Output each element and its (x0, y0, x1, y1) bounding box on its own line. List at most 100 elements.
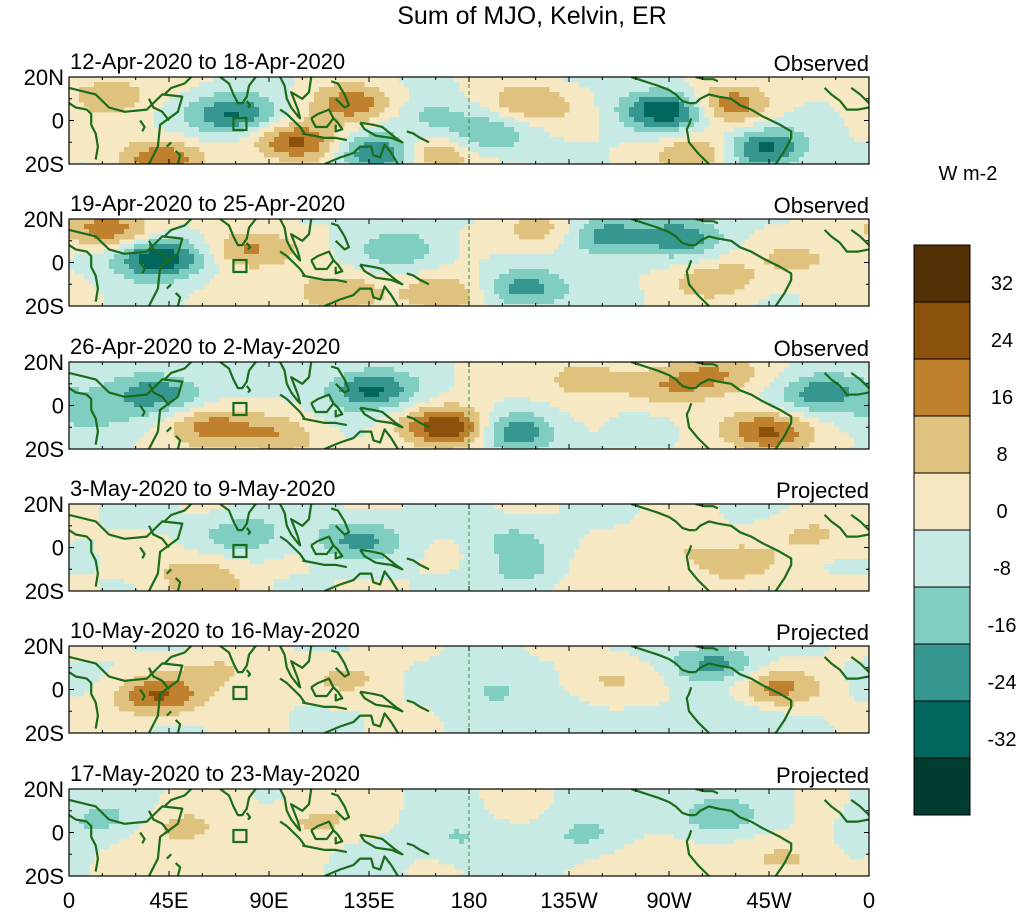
coastline (139, 831, 146, 844)
coastline (148, 240, 170, 264)
coastline (166, 426, 172, 433)
colorbar-swatch (913, 529, 971, 588)
coastlines (69, 789, 869, 876)
coastline (823, 87, 869, 111)
coastline (69, 513, 184, 591)
map-panel: 20N 0 20S 19-Apr-2020 to 25-Apr-2020 Observe… (24, 191, 870, 319)
coastline (823, 229, 869, 253)
coastline (324, 712, 399, 733)
anomaly-field (69, 504, 869, 591)
y-tick-label: 20S (25, 721, 64, 746)
coastline (279, 789, 313, 832)
coastline (174, 719, 182, 733)
y-tick-label: 0 (52, 394, 64, 419)
coastline (330, 222, 351, 251)
coastline (69, 86, 184, 164)
coastline (166, 141, 172, 148)
x-tick-label: 90E (249, 888, 288, 913)
panel-status: Observed (774, 336, 869, 361)
coastline (850, 372, 869, 389)
coastline (630, 646, 696, 674)
coastline (139, 688, 146, 701)
coastline (694, 378, 793, 449)
coastline (69, 228, 184, 306)
y-tick-label: 20N (24, 492, 64, 517)
coastline (685, 259, 710, 306)
coastline (69, 244, 100, 302)
coastline (630, 219, 696, 247)
coastline (630, 789, 696, 817)
coastline (232, 543, 248, 559)
coastline (174, 862, 182, 876)
coastline (302, 844, 348, 854)
coastline (232, 828, 248, 844)
coastline (406, 557, 430, 571)
coastline (332, 402, 344, 418)
colorbar-tick-label: 32 (991, 273, 1013, 295)
coastline (279, 504, 313, 547)
coastline (332, 686, 344, 702)
figure-title: Sum of MJO, Kelvin, ER (397, 2, 667, 30)
coastline (219, 362, 257, 390)
coastline (219, 646, 257, 674)
panel-date-range: 19-Apr-2020 to 25-Apr-2020 (70, 191, 345, 216)
y-tick-label: 0 (52, 678, 64, 703)
coastline (850, 656, 869, 673)
coastline (695, 362, 719, 368)
colorbar: W m-2 32 24 16 8 0 -8 -16 -24 -32 (913, 163, 1016, 816)
map-panel: 20N 0 20S 3-May-2020 to 9-May-2020 Projected (24, 476, 870, 604)
coastline (823, 514, 869, 538)
coastline (69, 655, 184, 733)
coastline (245, 100, 252, 109)
coastline (279, 362, 313, 405)
coastline (324, 428, 399, 449)
colorbar-tick-label: 24 (991, 330, 1013, 352)
panel-status: Observed (774, 51, 869, 76)
coastline (302, 132, 348, 142)
colorbar-swatch (913, 700, 971, 759)
coastline (694, 93, 793, 164)
coastline (166, 710, 172, 717)
map-panel: 20N 0 20S 17-May-2020 to 23-May-2020 Project… (24, 761, 870, 889)
coastline (219, 219, 257, 247)
x-tick-label: 0 (63, 888, 75, 913)
y-tick-label: 20S (25, 294, 64, 319)
y-tick-label: 0 (52, 821, 64, 846)
coastline (69, 387, 100, 445)
colorbar-tick-label: 8 (996, 444, 1007, 466)
coastline (219, 504, 257, 532)
coastline (166, 853, 172, 860)
y-tick-label: 20S (25, 152, 64, 177)
coastlines (69, 219, 869, 306)
coastline (630, 504, 696, 532)
coastline (139, 404, 146, 417)
coastline (332, 544, 344, 560)
coastline (685, 829, 710, 876)
y-tick-label: 20N (24, 350, 64, 375)
coastline (302, 701, 348, 711)
panel-status: Projected (776, 620, 869, 645)
coastline (279, 250, 306, 277)
y-tick-label: 20N (24, 634, 64, 659)
coastline (163, 219, 192, 238)
colorbar-tick-label: 0 (996, 501, 1007, 523)
coastline (359, 121, 404, 144)
coastline (330, 80, 351, 109)
coastline (174, 150, 182, 164)
y-tick-label: 20N (24, 777, 64, 802)
coastline (359, 406, 404, 429)
coastline (245, 242, 252, 251)
panel-date-range: 12-Apr-2020 to 18-Apr-2020 (70, 49, 345, 74)
colorbar-swatch (913, 586, 971, 645)
coastline (279, 820, 306, 847)
coastline (850, 229, 869, 246)
coastline (823, 372, 869, 396)
coastline (330, 365, 351, 394)
coastline (148, 98, 170, 122)
coastline (245, 669, 252, 678)
coastline (139, 546, 146, 559)
x-tick-label: 135W (540, 888, 598, 913)
coastline (330, 649, 351, 678)
colorbar-units-label: W m-2 (939, 163, 998, 185)
coastline (324, 143, 399, 164)
